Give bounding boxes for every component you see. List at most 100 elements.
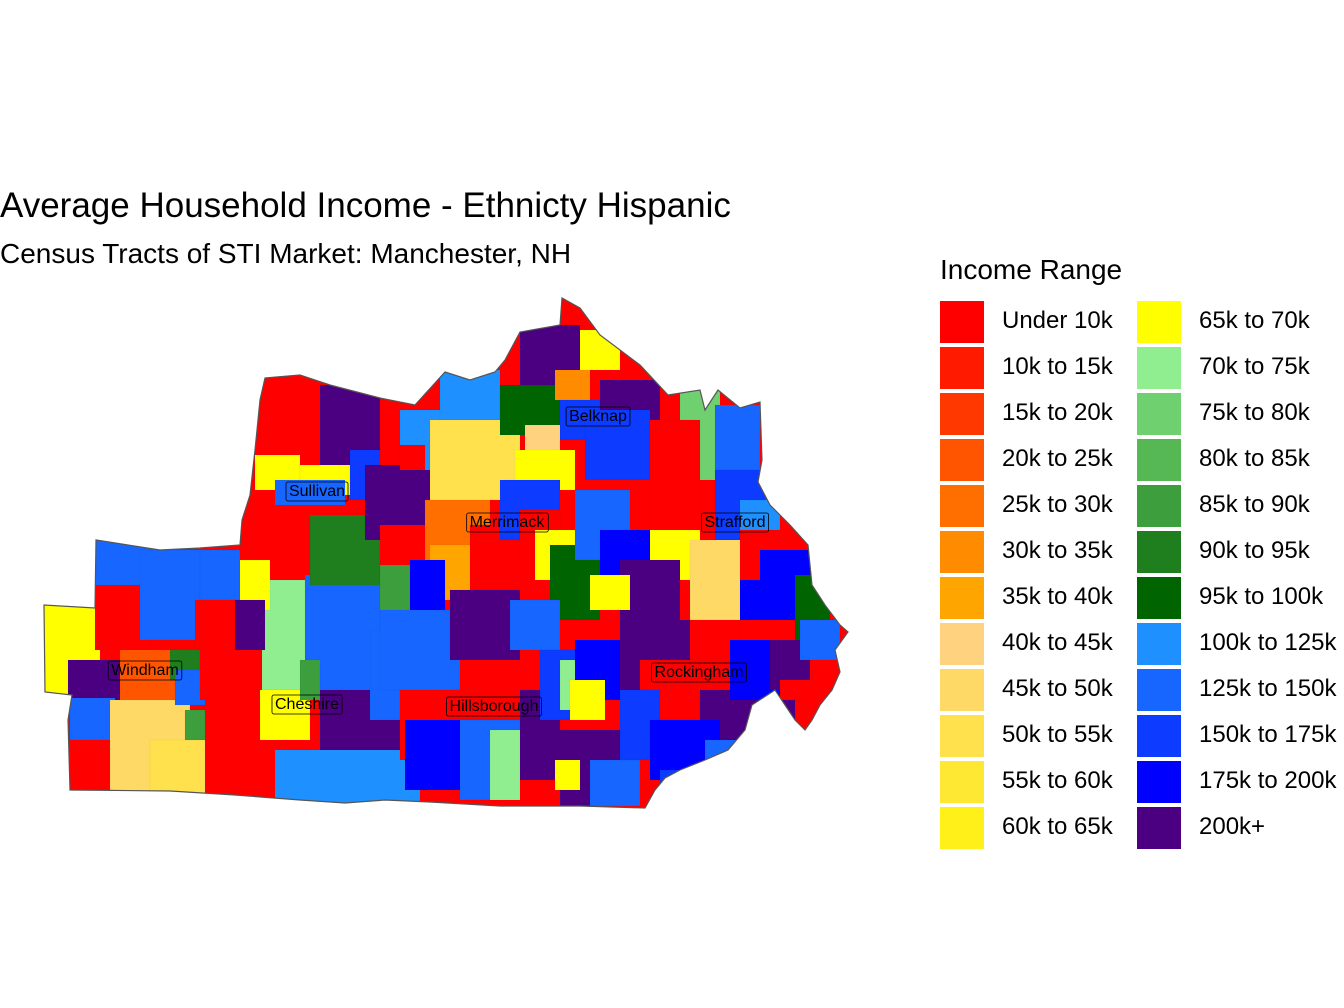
county-label: Cheshire (271, 694, 343, 715)
county-label-text: Merrimack (470, 514, 546, 531)
legend-swatch (940, 439, 984, 481)
census-tract (274, 749, 421, 806)
legend-label: 125k to 150k (1199, 675, 1337, 702)
county-label-text: Strafford (704, 514, 765, 531)
legend-swatch (940, 623, 984, 665)
legend-label: 60k to 65k (1002, 813, 1113, 840)
map-title: Average Household Income - Ethnicty Hisp… (0, 186, 731, 225)
legend-swatch (940, 347, 984, 389)
legend-label: 30k to 35k (1002, 537, 1113, 564)
legend-label: 45k to 50k (1002, 675, 1113, 702)
census-tract (659, 769, 701, 808)
county-label-box (466, 512, 549, 533)
legend-swatch (940, 301, 984, 343)
legend-swatch (1137, 439, 1181, 481)
legend-label: 15k to 20k (1002, 399, 1113, 426)
census-tract (259, 689, 311, 741)
census-tract (274, 479, 346, 506)
county-label-text: Belknap (569, 408, 627, 425)
census-tract (409, 559, 446, 611)
census-tract (439, 369, 501, 421)
legend-swatch (940, 577, 984, 619)
legend-swatch (1137, 715, 1181, 757)
legend-label: 35k to 40k (1002, 583, 1113, 610)
legend-title: Income Range (940, 254, 1123, 285)
legend-label: 55k to 60k (1002, 767, 1113, 794)
legend-label: 95k to 100k (1199, 583, 1324, 610)
county-label: Belknap (565, 406, 631, 427)
legend-label: 25k to 30k (1002, 491, 1113, 518)
legend-label: 70k to 75k (1199, 353, 1310, 380)
census-tract (714, 404, 761, 471)
county-labels: Sullivan Belknap Merrimack Strafford Windham… (107, 406, 769, 717)
census-tract (589, 574, 631, 611)
legend-label: 85k to 90k (1199, 491, 1310, 518)
census-tract (449, 589, 521, 661)
county-label-text: Sullivan (289, 483, 345, 500)
legend-swatch (1137, 347, 1181, 389)
census-tract (689, 539, 741, 621)
legend-label: 80k to 85k (1199, 445, 1310, 472)
county-label-text: Windham (111, 662, 179, 679)
census-tract (569, 679, 606, 721)
census-tract (754, 699, 801, 741)
map-subtitle: Census Tracts of STI Market: Manchester,… (0, 238, 572, 269)
census-tract (199, 549, 241, 601)
county-label: Hillsborough (446, 696, 542, 717)
census-tract (379, 609, 461, 691)
county-label-box (651, 662, 747, 683)
legend-label: Under 10k (1002, 307, 1113, 334)
legend-swatch (1137, 531, 1181, 573)
legend-swatch (1137, 623, 1181, 665)
county-label: Strafford (701, 512, 769, 533)
county-label-box (701, 512, 769, 533)
census-tract (649, 419, 701, 531)
legend-swatch (940, 485, 984, 527)
county-label: Sullivan (285, 481, 349, 502)
census-tract (509, 599, 561, 651)
legend-swatch (1137, 301, 1181, 343)
census-tract (799, 619, 841, 661)
legend-label: 150k to 175k (1199, 721, 1337, 748)
legend-label: 40k to 45k (1002, 629, 1113, 656)
county-label-box (285, 481, 349, 502)
legend-label: 10k to 15k (1002, 353, 1113, 380)
legend-label: 200k+ (1199, 813, 1266, 840)
legend-swatch (940, 715, 984, 757)
census-tract (554, 759, 581, 791)
census-tract (579, 329, 621, 371)
legend-swatch (1137, 807, 1181, 849)
county-label: Merrimack (466, 512, 549, 533)
census-tract (589, 759, 641, 807)
census-tracts (44, 298, 848, 808)
census-tract (67, 739, 113, 796)
county-label-text: Cheshire (275, 696, 339, 713)
census-tract (299, 659, 321, 701)
legend-label: 175k to 200k (1199, 767, 1337, 794)
county-label-box (271, 694, 343, 715)
choropleth-map: Sullivan Belknap Merrimack Strafford Windham… (43, 297, 849, 809)
census-tract (139, 549, 201, 641)
legend-label: 65k to 70k (1199, 307, 1310, 334)
county-label-box (446, 696, 542, 717)
county-label-text: Rockingham (655, 664, 744, 681)
legend-swatch (940, 531, 984, 573)
census-tract (234, 599, 266, 651)
census-tract (704, 739, 746, 771)
legend-swatch (940, 761, 984, 803)
legend-swatch (940, 807, 984, 849)
county-label-text: Hillsborough (450, 698, 539, 715)
legend-label: 100k to 125k (1199, 629, 1337, 656)
legend-swatch (940, 669, 984, 711)
census-tract (794, 699, 816, 726)
legend-swatch (940, 393, 984, 435)
legend-swatch (1137, 485, 1181, 527)
legend-label: 75k to 80k (1199, 399, 1310, 426)
county-label: Windham (107, 660, 183, 681)
legend-label: 50k to 55k (1002, 721, 1113, 748)
legend-swatch (1137, 761, 1181, 803)
legend-label: 90k to 95k (1199, 537, 1310, 564)
census-tract (399, 444, 426, 471)
legend-label: 20k to 25k (1002, 445, 1113, 472)
legend-swatch (1137, 669, 1181, 711)
